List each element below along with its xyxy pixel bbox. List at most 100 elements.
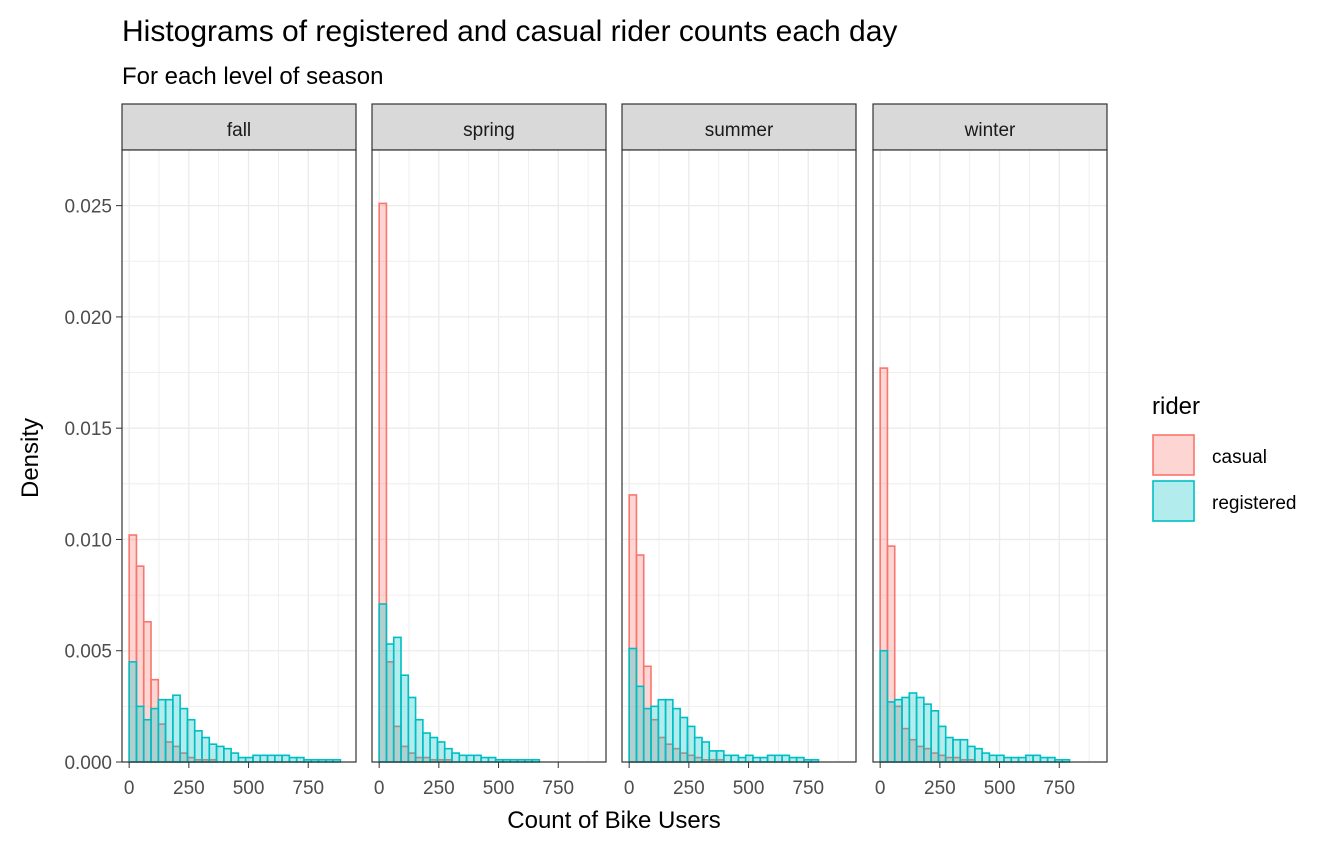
registered-bar <box>274 754 283 763</box>
registered-bar <box>443 747 453 763</box>
registered-bar <box>766 754 776 763</box>
legend-key-registered <box>1152 480 1195 522</box>
registered-bar <box>208 743 218 763</box>
registered-bar <box>1025 754 1034 763</box>
registered-bar <box>465 754 475 763</box>
registered-bar <box>422 732 431 763</box>
registered-bar <box>988 754 998 763</box>
registered-bar <box>701 741 711 763</box>
x-axis-label: Count of Bike Users <box>507 807 720 834</box>
registered-bar <box>759 756 769 763</box>
registered-bar <box>451 752 461 763</box>
registered-bar <box>164 698 174 763</box>
x-tick-label: 250 <box>924 778 956 799</box>
registered-bar <box>223 747 232 763</box>
x-tick-label: 250 <box>173 778 205 799</box>
registered-bar <box>135 705 145 763</box>
x-tick-label: 0 <box>124 778 135 799</box>
registered-bar <box>708 750 718 763</box>
registered-bar <box>744 754 754 763</box>
registered-bar <box>723 754 732 763</box>
strip-winter <box>872 103 1108 151</box>
chart-subtitle: For each level of season <box>122 63 383 90</box>
registered-bar <box>142 718 152 763</box>
registered-bar <box>995 754 1005 763</box>
registered-bar <box>944 736 954 763</box>
registered-bar <box>893 698 903 763</box>
x-tick-label: 500 <box>733 778 765 799</box>
strip-label-spring: spring <box>463 120 515 141</box>
legend-label-registered: registered <box>1212 493 1297 514</box>
chart-title: Histograms of registered and casual ride… <box>122 15 897 48</box>
registered-bar <box>650 705 660 763</box>
x-tick-label: 0 <box>624 778 635 799</box>
x-tick-label: 500 <box>483 778 515 799</box>
panel-spring: spring 0 250 500 750 <box>371 103 607 799</box>
registered-bar <box>407 696 417 763</box>
strip-label-fall: fall <box>227 120 251 141</box>
registered-bar <box>781 754 791 763</box>
registered-bar <box>436 741 446 763</box>
strip-summer <box>621 103 857 151</box>
y-tick-label: 0.005 <box>64 642 112 663</box>
registered-bar <box>788 756 798 763</box>
registered-bar <box>266 754 276 763</box>
registered-bar <box>686 725 696 763</box>
x-tick-label: 750 <box>1043 778 1075 799</box>
registered-bar <box>385 643 395 763</box>
legend-key-bg <box>1152 480 1195 522</box>
x-tick-label: 750 <box>542 778 574 799</box>
registered-bar <box>664 698 674 763</box>
registered-bar <box>981 752 991 763</box>
panel-summer: summer 0 250 500 750 <box>621 103 857 799</box>
registered-bar <box>193 730 203 763</box>
registered-bar <box>378 603 388 763</box>
registered-bar <box>392 636 402 763</box>
registered-bar <box>1003 756 1013 763</box>
panel-border <box>121 149 357 763</box>
x-tick-label: 750 <box>792 778 824 799</box>
registered-bar <box>795 756 805 763</box>
panel-fall: fall 0 250 500 750 <box>121 103 357 799</box>
x-tick-label: 250 <box>673 778 705 799</box>
registered-bar <box>281 754 291 763</box>
registered-bar <box>295 756 305 763</box>
registered-bar <box>886 701 896 763</box>
registered-bar <box>288 756 298 763</box>
panel-border <box>621 149 857 763</box>
registered-bar <box>930 710 940 763</box>
x-tick-label: 750 <box>292 778 324 799</box>
registered-bar <box>259 754 269 763</box>
registered-bar <box>480 756 490 763</box>
x-tick-label: 250 <box>423 778 455 799</box>
registered-bar <box>937 725 947 763</box>
x-tick-label: 0 <box>374 778 385 799</box>
registered-bar <box>715 750 725 763</box>
y-tick-label: 0.010 <box>64 530 112 551</box>
registered-bar <box>635 685 645 763</box>
panel-background <box>372 150 606 762</box>
strip-label-summer: summer <box>705 120 774 141</box>
registered-bar <box>966 745 976 763</box>
registered-bar <box>1039 756 1049 763</box>
y-axis-label: Density <box>17 418 44 498</box>
registered-bar <box>429 736 439 763</box>
registered-bar <box>487 756 497 763</box>
panel-background <box>622 150 856 762</box>
x-tick-label: 500 <box>233 778 265 799</box>
registered-bar <box>642 707 652 763</box>
registered-bar <box>974 747 983 763</box>
y-tick-label: 0.020 <box>64 308 112 329</box>
x-tick-label: 0 <box>875 778 886 799</box>
panel-border <box>872 149 1108 763</box>
legend: rider casual registered <box>1152 393 1297 522</box>
x-tick-label: 500 <box>984 778 1016 799</box>
strip-label-winter: winter <box>964 120 1016 141</box>
registered-bar <box>172 694 181 763</box>
registered-bar <box>774 754 783 763</box>
panels-layer: 0.000 0.005 0.010 0.015 0.020 0.025 fall 0 250 50… <box>64 103 1108 799</box>
legend-label-casual: casual <box>1212 447 1267 468</box>
registered-bar <box>679 716 689 763</box>
registered-bar <box>915 696 925 763</box>
